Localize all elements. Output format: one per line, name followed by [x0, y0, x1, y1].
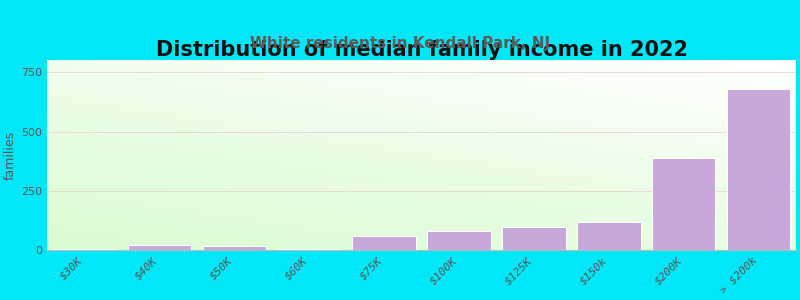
Y-axis label: families: families — [4, 131, 17, 180]
Bar — [352, 236, 416, 250]
Bar — [502, 227, 566, 250]
Bar — [577, 222, 641, 250]
Bar — [726, 89, 790, 250]
Bar — [278, 249, 341, 250]
Bar — [53, 249, 117, 250]
Bar — [128, 245, 191, 250]
Bar — [202, 246, 266, 250]
Bar — [652, 158, 715, 250]
Bar — [427, 232, 491, 250]
Text: White residents in Kendall Park, NJ: White residents in Kendall Park, NJ — [250, 36, 550, 51]
Title: Distribution of median family income in 2022: Distribution of median family income in … — [155, 40, 687, 60]
